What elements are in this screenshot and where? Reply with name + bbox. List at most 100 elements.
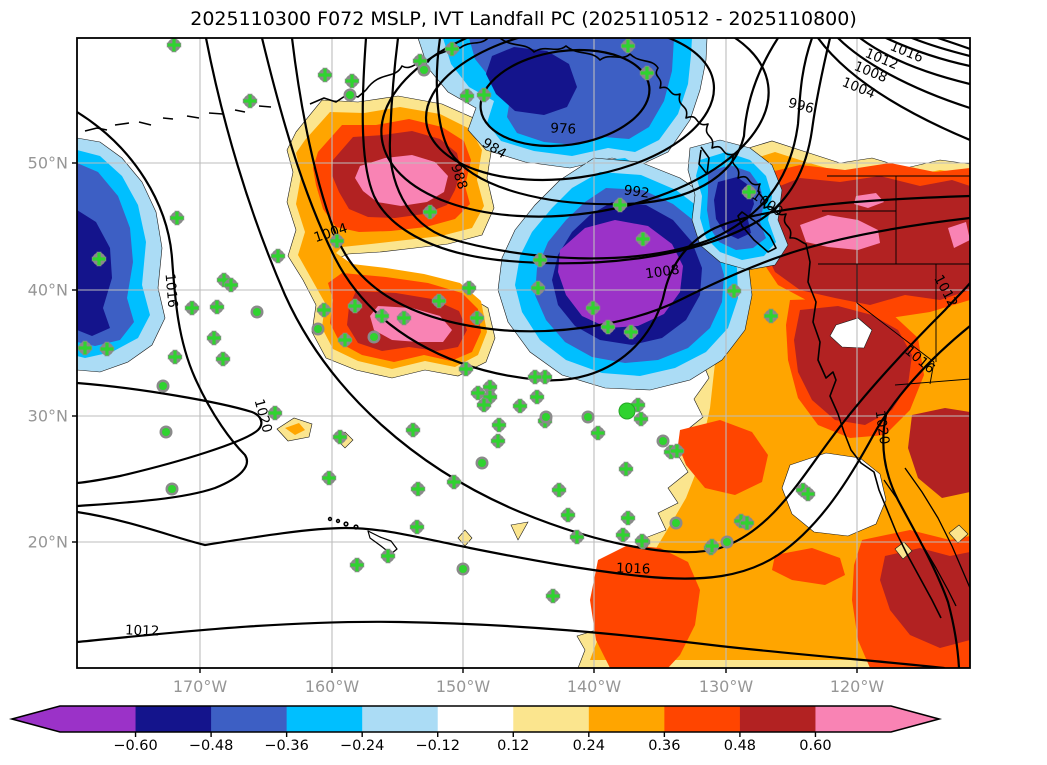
landfall-marker-plus [537, 369, 553, 385]
coastlines [84, 38, 970, 619]
lon-tick-label: 160°W [304, 677, 360, 696]
landfall-marker-plus [349, 557, 365, 573]
landfall-marker-plus [329, 233, 345, 249]
landfall-marker-dot [250, 305, 264, 319]
landfall-marker-plus [422, 204, 438, 220]
landfall-marker-plus [739, 515, 755, 531]
landfall-marker-dot [456, 562, 470, 576]
colorbar-tick-label: −0.24 [339, 738, 385, 754]
landfall-marker-plus [635, 231, 651, 247]
landfall-marker-plus [704, 538, 720, 554]
landfall-marker-plus [551, 482, 567, 498]
landfall-marker-plus [590, 425, 606, 441]
landfall-marker-dot [343, 88, 357, 102]
landfall-marker-plus [374, 308, 390, 324]
landfall-marker-plus [615, 527, 631, 543]
landfall-marker-plus [585, 300, 601, 316]
lon-tick-label: 140°W [566, 677, 622, 696]
landfall-marker-plus [405, 422, 421, 438]
landfall-marker-dot [475, 456, 489, 470]
landfall-marker-plus [600, 319, 616, 335]
colorbar-tick-label: −0.12 [415, 738, 460, 754]
isobar-label: 988 [447, 162, 470, 191]
landfall-marker-plus [409, 519, 425, 535]
landfall-marker-plus [169, 210, 185, 226]
landfall-marker-plus [560, 507, 576, 523]
landfall-marker-plus [800, 486, 816, 502]
landfall-marker-plus [77, 340, 93, 356]
landfall-marker-plus [267, 405, 283, 421]
landfall-marker-plus [569, 529, 585, 545]
landfall-marker-plus [620, 38, 636, 54]
landfall-marker-dot [656, 434, 670, 448]
landfall-marker-plus [270, 248, 286, 264]
landfall-marker-plus [461, 280, 477, 296]
landfall-marker-plus [337, 332, 353, 348]
axis-ticks [72, 162, 858, 673]
landfall-marker-plus [410, 481, 426, 497]
landfall-marker-plus [380, 548, 396, 564]
isobar-label: 1016 [162, 273, 181, 309]
landfall-marker-dot [367, 330, 381, 344]
lat-tick-label: 30°N [27, 406, 68, 426]
colorbar-tick-label: −0.60 [113, 738, 158, 754]
landfall-marker-dot [720, 535, 734, 549]
landfall-marker-plus [317, 67, 333, 83]
landfall-marker-plus [633, 411, 649, 427]
landfall-marker-big-dot [618, 402, 636, 420]
lat-tick-label: 50°N [27, 153, 68, 173]
landfall-marker-plus [618, 461, 634, 477]
landfall-marker-plus [184, 300, 200, 316]
map-frame [76, 37, 971, 669]
graticule [77, 38, 970, 668]
landfall-marker-plus [242, 93, 258, 109]
landfall-marker-plus [444, 41, 460, 57]
landfall-marker-plus [623, 324, 639, 340]
landfall-marker-plus [620, 510, 636, 526]
isobar-label: 996 [787, 95, 816, 117]
landfall-marker-plus [347, 298, 363, 314]
landfall-marker-dot [417, 63, 431, 77]
landfall-marker-dot [539, 410, 553, 424]
colorbar-tick-label: 0.60 [799, 738, 832, 754]
isobar-label: 1020 [872, 409, 893, 445]
landfall-marker-plus [482, 379, 498, 395]
landfall-marker-plus [530, 280, 546, 296]
isobar-label: 992 [623, 182, 651, 201]
colorbar-tick-label: −0.48 [188, 738, 234, 754]
landfall-marker-plus [527, 369, 543, 385]
landfall-marker-plus [639, 65, 655, 81]
landfall-marker-plus [459, 88, 475, 104]
isobar-label: 1008 [644, 262, 680, 283]
landfall-marker-plus [476, 397, 492, 413]
landfall-marker-plus [446, 474, 462, 490]
landfall-marker-plus [206, 330, 222, 346]
landfall-marker-plus [332, 429, 348, 445]
landfall-marker-plus [431, 293, 447, 309]
landfall-marker-plus [529, 389, 545, 405]
landfall-marker-plus [612, 197, 628, 213]
landfall-marker-dot [311, 322, 325, 336]
page-title: 2025110300 F072 MSLP, IVT Landfall PC (2… [190, 8, 857, 30]
isobar-label: 1012 [125, 622, 160, 639]
landfall-marker-plus [91, 251, 107, 267]
landfall-marker-plus [321, 470, 337, 486]
mslp-contours [77, 38, 970, 668]
landfall-marker-dot [156, 379, 170, 393]
lon-tick-label: 150°W [435, 677, 491, 696]
landfall-marker-plus [669, 443, 685, 459]
state-borders [818, 175, 970, 386]
landfall-marker-plus [167, 349, 183, 365]
landfall-marker-plus [344, 73, 360, 89]
landfall-marker-dot [159, 425, 173, 439]
landfall-marker-plus [215, 351, 231, 367]
lon-tick-label: 130°W [698, 677, 754, 696]
landfall-markers [77, 38, 816, 604]
lon-tick-label: 120°W [829, 677, 885, 696]
landfall-marker-plus [490, 433, 506, 449]
landfall-marker-dot [165, 482, 179, 496]
colorbar-tick-label: 0.24 [572, 738, 605, 754]
landfall-marker-plus [469, 310, 485, 326]
isobar-label: 1016 [616, 560, 651, 577]
